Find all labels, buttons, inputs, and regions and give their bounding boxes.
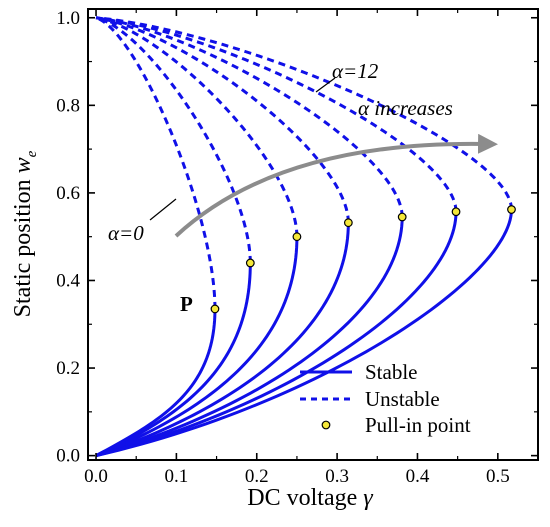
legend-pullin-label: Pull-in point — [365, 413, 471, 437]
stable-branch-6 — [95, 209, 513, 458]
alpha-increases-label: α increases — [358, 96, 453, 120]
pullin-point-0 — [210, 304, 220, 314]
legend: Stable Unstable Pull-in point — [300, 360, 471, 437]
unstable-branch-4 — [95, 16, 404, 218]
y-tick-label: 1.0 — [56, 8, 80, 29]
x-tick-label: 0.1 — [165, 466, 189, 487]
unstable-branch-2 — [95, 16, 299, 237]
pullin-point-1 — [245, 258, 255, 268]
unstable-branch-6 — [95, 16, 513, 210]
legend-unstable-label: Unstable — [365, 387, 440, 411]
x-tick-label: 0.5 — [486, 466, 510, 487]
point-p-label: P — [180, 292, 193, 316]
y-tick-label: 0.2 — [56, 358, 80, 379]
y-tick-label: 0.6 — [56, 183, 80, 204]
x-tick-label: 0.2 — [245, 466, 269, 487]
pullin-point-6 — [507, 205, 516, 214]
unstable-branch-3 — [95, 16, 350, 223]
legend-pullin-swatch — [321, 420, 331, 430]
alpha-0-label: α=0 — [108, 221, 144, 245]
pullin-point-2 — [292, 232, 302, 242]
alpha-0-leader-line — [149, 198, 177, 221]
curves-layer — [95, 16, 513, 458]
axis-ticks-layer: 0.0 0.1 0.2 0.3 0.4 0.5 0.0 0.2 0.4 0.6 0.8 1.0 — [56, 8, 539, 487]
alpha-increases-arrow — [174, 133, 498, 238]
stable-branch-4 — [95, 216, 404, 458]
y-tick-label: 0.4 — [56, 270, 80, 291]
unstable-branch-5 — [95, 16, 458, 212]
x-axis-label: DC voltage γ — [247, 485, 373, 511]
stable-branch-3 — [95, 222, 350, 458]
x-tick-label: 0.3 — [325, 466, 349, 487]
y-tick-label: 0.8 — [56, 95, 80, 116]
legend-stable-label: Stable — [365, 360, 418, 384]
stable-branch-0 — [95, 308, 217, 457]
y-axis-label: Static position we — [10, 150, 40, 317]
pullin-markers-layer — [210, 205, 516, 314]
unstable-branch-1 — [95, 16, 252, 263]
pullin-point-3 — [343, 218, 353, 228]
x-tick-label: 0.0 — [84, 466, 108, 487]
y-tick-label: 0.0 — [56, 446, 80, 467]
pullin-point-4 — [397, 212, 407, 222]
stable-branch-5 — [95, 211, 458, 458]
pullin-point-5 — [451, 207, 461, 217]
plot-frame — [87, 8, 539, 461]
unstable-branch-0 — [95, 16, 217, 309]
stable-branch-2 — [95, 236, 299, 458]
stable-branch-1 — [95, 262, 252, 457]
x-tick-label: 0.4 — [406, 466, 430, 487]
alpha-12-label: α=12 — [332, 59, 379, 83]
alpha-12-leader-line — [315, 77, 336, 93]
